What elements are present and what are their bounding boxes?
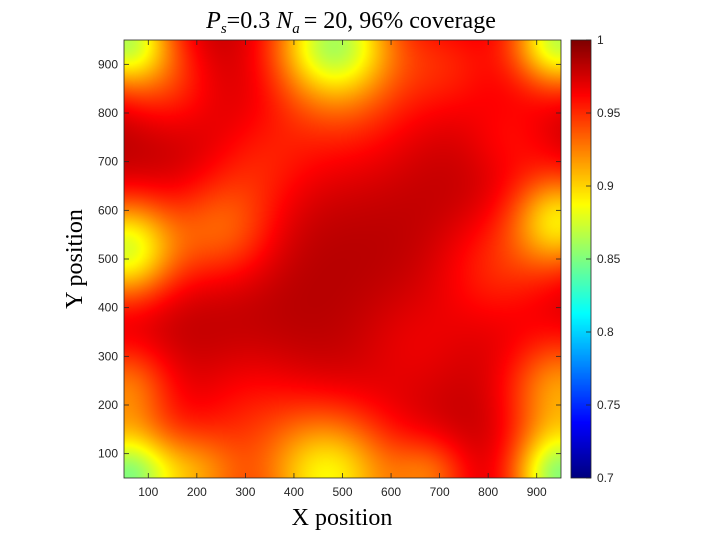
colorbar-tick-label: 0.85	[597, 252, 621, 266]
x-axis-label: X position	[292, 505, 393, 531]
y-axis-ticks: 100 200 300 400 500 600 700 800 900	[98, 57, 561, 461]
colorbar-gradient	[571, 40, 591, 478]
colorbar-tick-label: 0.95	[597, 106, 621, 120]
x-tick-label: 100	[138, 485, 158, 499]
y-tick-label: 400	[98, 301, 118, 315]
colorbar-tick-label: 0.75	[597, 398, 621, 412]
colorbar-tick-label: 1	[597, 33, 604, 47]
x-tick-label: 300	[235, 485, 255, 499]
y-tick-label: 700	[98, 155, 118, 169]
x-tick-label: 500	[332, 485, 352, 499]
x-tick-label: 800	[478, 485, 498, 499]
x-axis-ticks: 100 200 300 400 500 600 700 800 900	[138, 40, 547, 499]
y-axis-label: Y position	[62, 209, 88, 309]
x-tick-label: 600	[381, 485, 401, 499]
heatmap-image	[124, 40, 561, 478]
colorbar-tick-label: 0.8	[597, 325, 614, 339]
x-tick-label: 700	[430, 485, 450, 499]
colorbar-tick-label: 0.9	[597, 179, 614, 193]
colorbar-ticks: 0.7 0.75 0.8 0.85 0.9 0.95 1	[586, 33, 621, 485]
x-tick-label: 400	[284, 485, 304, 499]
chart-title: Ps=0.3 Na = 20, 96% coverage	[205, 8, 496, 37]
heatmap-image-container	[124, 40, 561, 478]
y-tick-label: 500	[98, 252, 118, 266]
y-tick-label: 300	[98, 349, 118, 363]
x-tick-label: 200	[187, 485, 207, 499]
y-tick-label: 600	[98, 203, 118, 217]
x-tick-label: 900	[527, 485, 547, 499]
colorbar-image-container	[571, 40, 591, 478]
y-tick-label: 900	[98, 57, 118, 71]
colorbar-tick-label: 0.7	[597, 471, 614, 485]
y-tick-label: 800	[98, 106, 118, 120]
y-tick-label: 200	[98, 398, 118, 412]
y-tick-label: 100	[98, 447, 118, 461]
